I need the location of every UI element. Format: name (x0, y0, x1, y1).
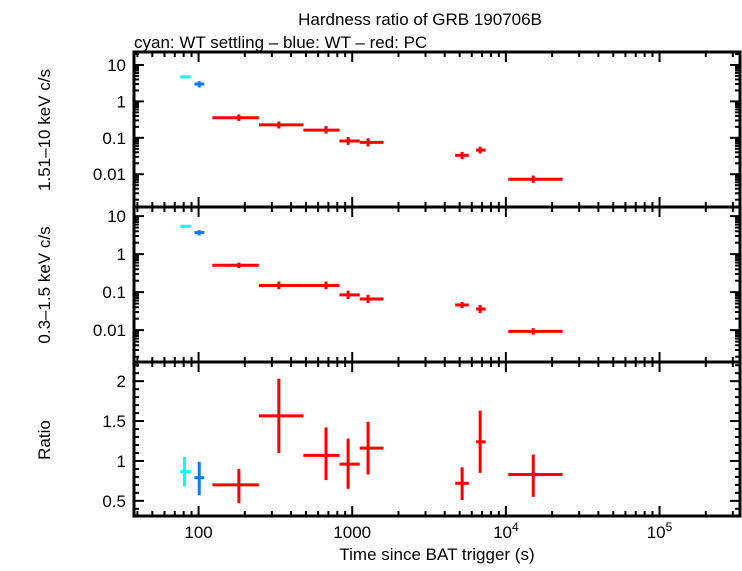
x-tick-label: 1000 (333, 523, 371, 542)
panel-frame (132, 360, 742, 518)
y-axis-label-soft: 0.3–1.5 keV c/s (35, 226, 54, 343)
y-tick-label: 1 (117, 92, 126, 111)
y-axis-label-ratio: Ratio (35, 420, 54, 460)
y-tick-label: 1 (117, 245, 126, 264)
x-tick-label: 100 (184, 523, 212, 542)
y-axis-label-hard: 1.51–10 keV c/s (35, 69, 54, 191)
x-tick-label: 105 (647, 520, 673, 542)
y-tick-label: 1.5 (102, 412, 126, 431)
chart-subtitle: cyan: WT settling – blue: WT – red: PC (134, 33, 427, 52)
y-tick-label: 0.1 (102, 283, 126, 302)
y-tick-label: 2 (117, 372, 126, 391)
chart-title: Hardness ratio of GRB 190706B (298, 10, 542, 29)
y-tick-label: 1 (117, 452, 126, 471)
y-tick-label: 0.1 (102, 129, 126, 148)
x-axis-label: Time since BAT trigger (s) (339, 545, 534, 564)
x-tick-label: 104 (493, 520, 519, 542)
y-tick-label: 0.01 (93, 165, 126, 184)
y-tick-label: 10 (107, 207, 126, 226)
panel-frame (132, 205, 742, 364)
panel-frame (132, 50, 742, 209)
y-tick-label: 0.01 (93, 321, 126, 340)
y-tick-label: 0.5 (102, 492, 126, 511)
y-tick-label: 10 (107, 56, 126, 75)
